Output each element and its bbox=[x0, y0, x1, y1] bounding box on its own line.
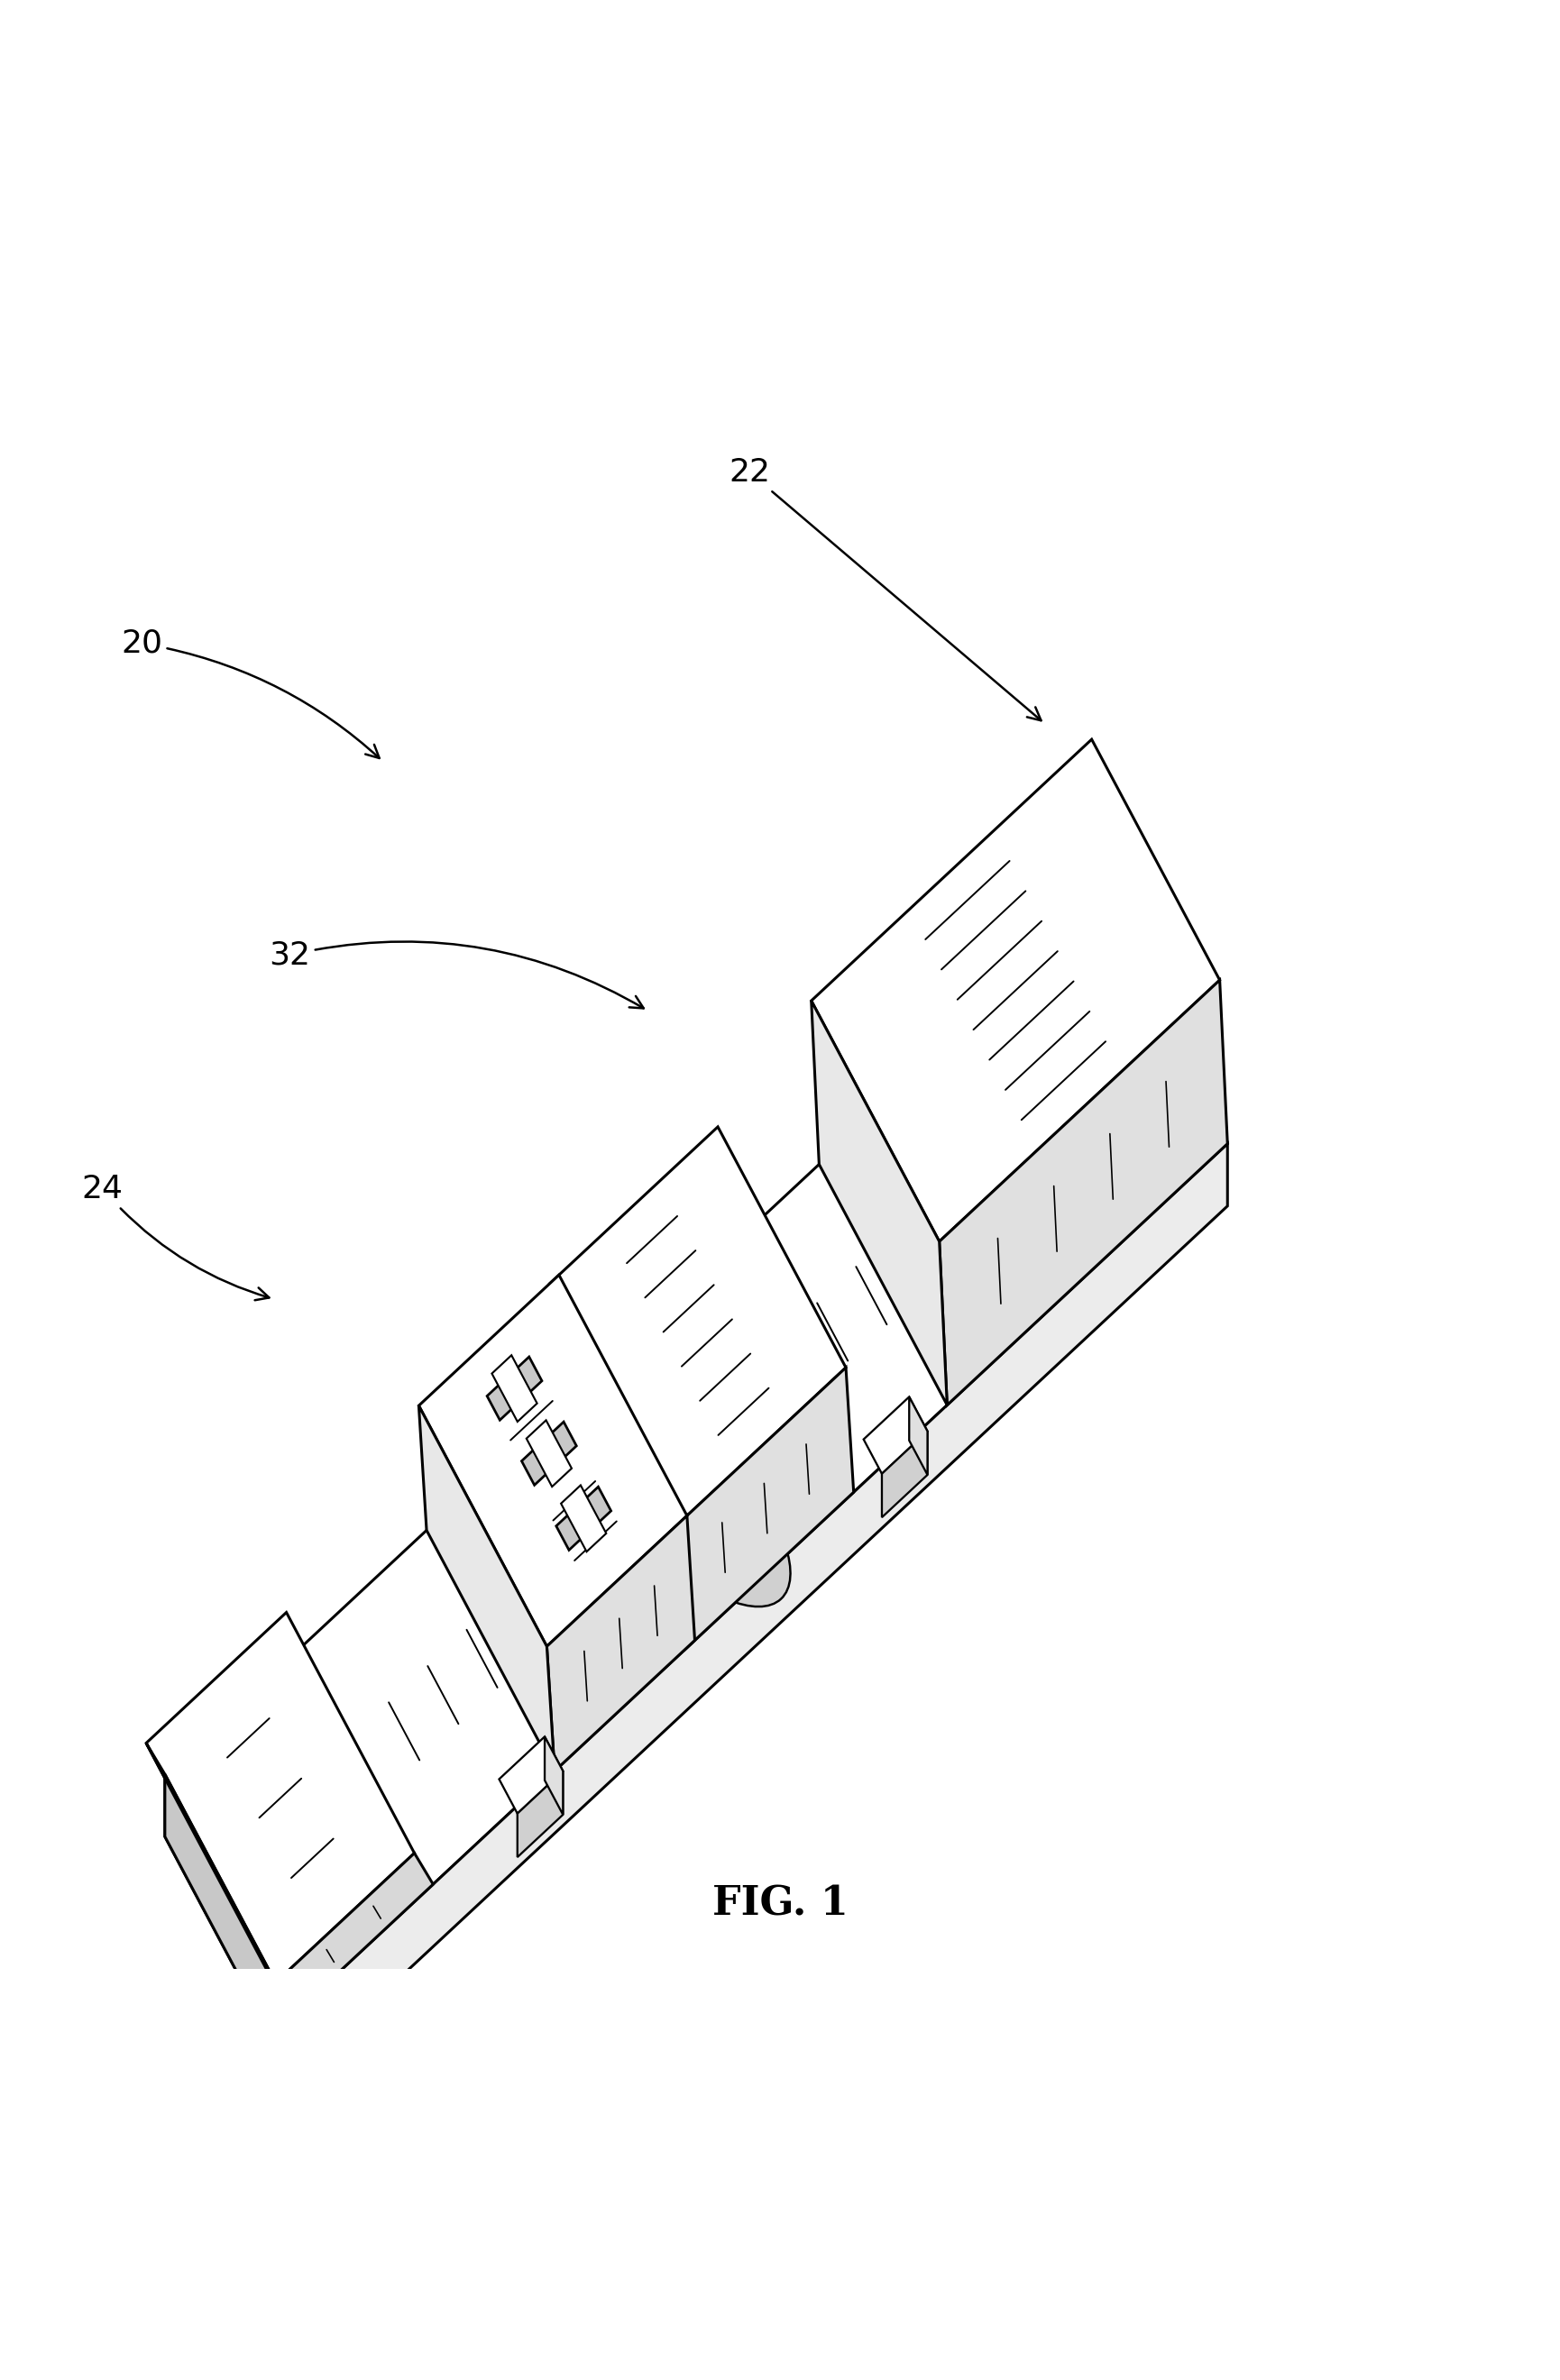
Text: FIG. 1: FIG. 1 bbox=[711, 1885, 849, 1923]
Polygon shape bbox=[881, 1430, 927, 1518]
Polygon shape bbox=[526, 1421, 571, 1488]
Polygon shape bbox=[939, 981, 1226, 1404]
Polygon shape bbox=[555, 1488, 610, 1549]
Polygon shape bbox=[491, 1354, 537, 1421]
Polygon shape bbox=[677, 1368, 853, 1649]
Ellipse shape bbox=[599, 1407, 789, 1607]
Polygon shape bbox=[418, 1276, 686, 1647]
Text: 22: 22 bbox=[729, 457, 1041, 721]
Polygon shape bbox=[147, 1611, 413, 1985]
Polygon shape bbox=[147, 1742, 293, 2016]
Polygon shape bbox=[499, 1737, 563, 1814]
Polygon shape bbox=[293, 1145, 1226, 2078]
Polygon shape bbox=[811, 740, 1218, 1242]
Text: 32: 32 bbox=[268, 940, 643, 1009]
Text: 20: 20 bbox=[120, 628, 379, 759]
Polygon shape bbox=[863, 1397, 927, 1473]
Polygon shape bbox=[516, 1771, 563, 1856]
Ellipse shape bbox=[587, 1371, 777, 1573]
Polygon shape bbox=[560, 1485, 605, 1552]
Polygon shape bbox=[546, 1516, 694, 1771]
Polygon shape bbox=[165, 902, 1226, 2016]
Polygon shape bbox=[549, 1283, 685, 1649]
Polygon shape bbox=[908, 1397, 927, 1476]
Polygon shape bbox=[549, 1126, 846, 1526]
Polygon shape bbox=[165, 1773, 293, 2078]
Polygon shape bbox=[544, 1737, 563, 1814]
Ellipse shape bbox=[587, 1371, 777, 1573]
Polygon shape bbox=[487, 1357, 541, 1421]
Polygon shape bbox=[165, 1773, 293, 2078]
Polygon shape bbox=[275, 1854, 432, 2016]
Polygon shape bbox=[811, 1000, 947, 1404]
Text: 24: 24 bbox=[81, 1173, 268, 1299]
Polygon shape bbox=[521, 1421, 576, 1485]
Polygon shape bbox=[418, 1407, 554, 1771]
